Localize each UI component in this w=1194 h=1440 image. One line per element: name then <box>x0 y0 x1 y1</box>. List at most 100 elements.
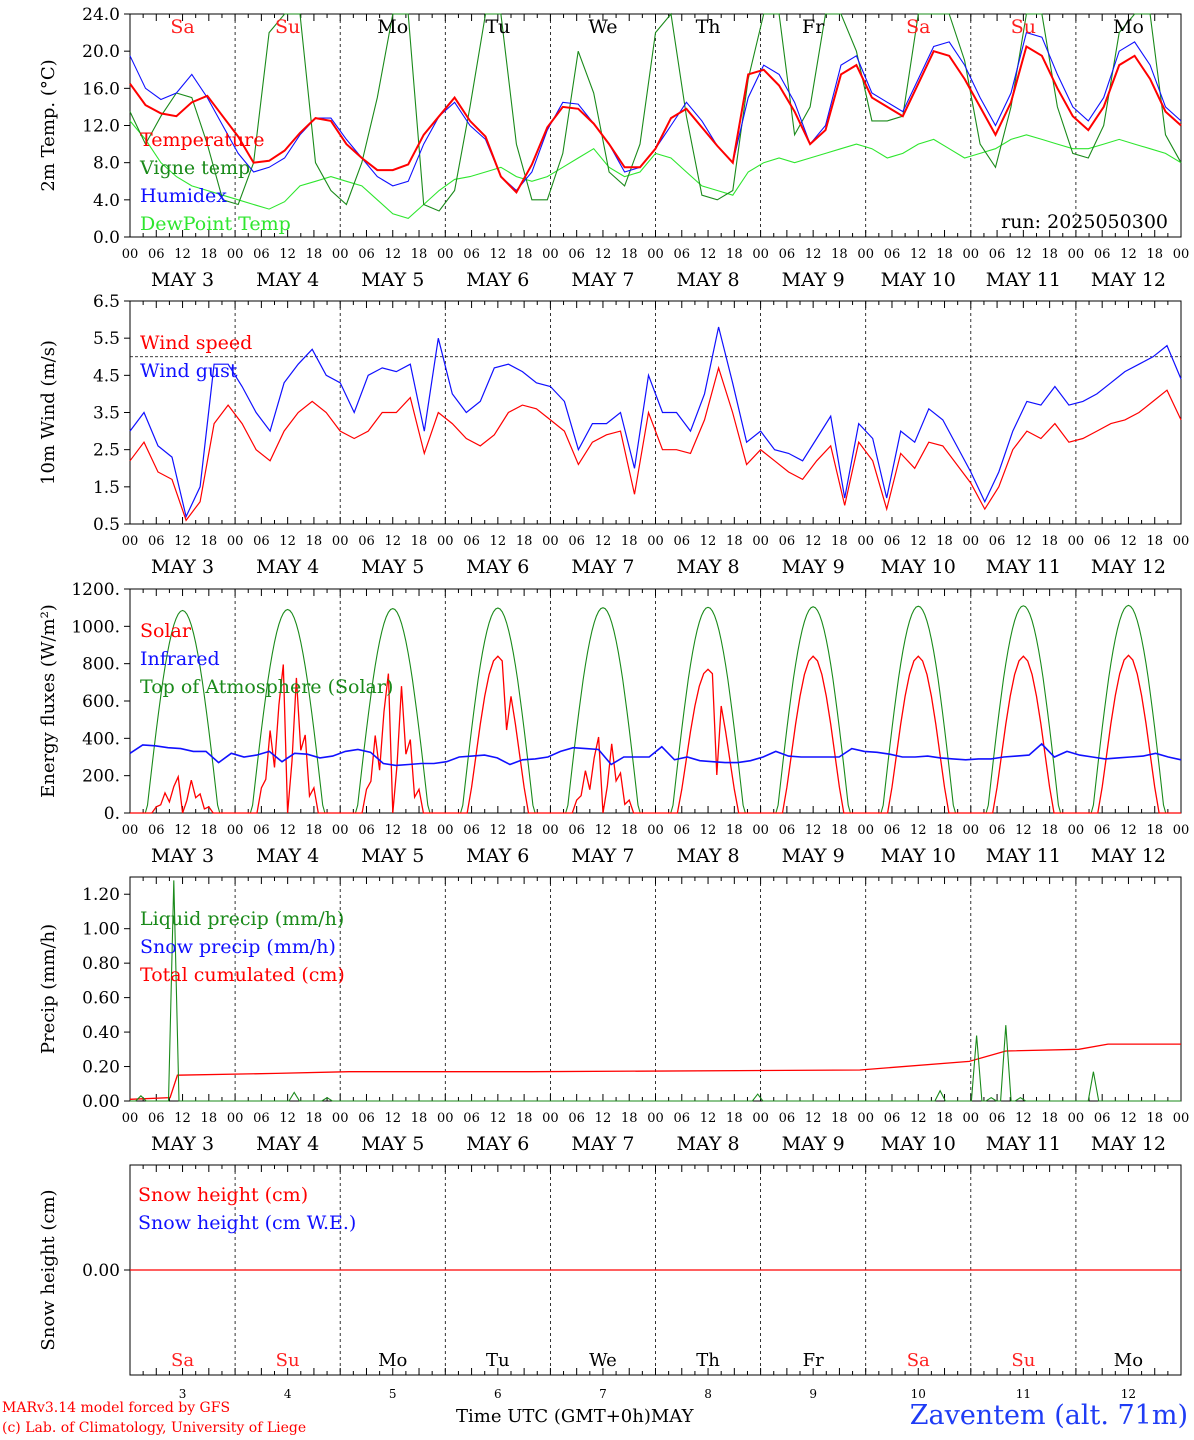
hour-tick-label: 00 <box>437 823 454 838</box>
hour-tick-label: 06 <box>989 1111 1006 1126</box>
hour-tick-label: 12 <box>1015 534 1032 549</box>
hour-tick-label: 00 <box>1173 1111 1190 1126</box>
date-label: MAY 9 <box>782 556 845 578</box>
hour-tick-label: 06 <box>148 823 165 838</box>
hour-tick-label: 12 <box>700 247 717 262</box>
day-number: 9 <box>809 1387 817 1401</box>
hour-tick-label: 00 <box>752 534 769 549</box>
legend-total-cumulated-cm: Total cumulated (cm) <box>140 964 345 986</box>
date-label: MAY 7 <box>571 556 634 578</box>
hour-tick-label: 12 <box>279 823 296 838</box>
hour-tick-label: 18 <box>936 534 953 549</box>
hour-tick-label: 18 <box>621 1111 638 1126</box>
hour-tick-label: 18 <box>201 534 218 549</box>
hour-tick-label: 18 <box>1041 823 1058 838</box>
hour-tick-label: 18 <box>516 534 533 549</box>
hour-tick-label: 00 <box>647 1111 664 1126</box>
hour-tick-label: 06 <box>253 1111 270 1126</box>
day-name-top: Sa <box>906 16 930 38</box>
hour-tick-label: 18 <box>726 247 743 262</box>
hour-tick-label: 12 <box>1120 823 1137 838</box>
hour-tick-label: 12 <box>490 1111 507 1126</box>
hour-tick-label: 12 <box>805 247 822 262</box>
panel-frame <box>129 588 1182 814</box>
hour-tick-label: 00 <box>437 247 454 262</box>
day-name-top: Su <box>275 16 300 38</box>
hour-tick-label: 18 <box>936 247 953 262</box>
date-label: MAY 8 <box>677 1133 740 1155</box>
station-name: Zaventem (alt. 71m) <box>909 1400 1188 1431</box>
date-label: MAY 3 <box>151 556 214 578</box>
date-label: MAY 4 <box>256 845 319 867</box>
hour-tick-label: 12 <box>595 823 612 838</box>
x-axis-title: Time UTC (GMT+0h)MAY <box>456 1406 694 1427</box>
hour-tick-label: 06 <box>674 1111 691 1126</box>
dewpoint-temp-line <box>129 120 1182 220</box>
hour-tick-label: 12 <box>910 247 927 262</box>
day-name-bottom: We <box>589 1350 617 1371</box>
hour-tick-label: 06 <box>1094 247 1111 262</box>
day-name-bottom: Fr <box>803 1350 824 1371</box>
y-axis: 0.5 1.5 2.5 3.5 4.5 5.5 6.5 <box>93 292 130 535</box>
hour-tick-label: 18 <box>201 823 218 838</box>
legend-top-of-atmosphere-solar-: Top of Atmosphere (Solar) <box>140 676 393 698</box>
day-name-top: Mo <box>1113 16 1144 38</box>
y-axis-label: Precip (mm/h) <box>38 924 59 1054</box>
hour-tick-label: 06 <box>884 1111 901 1126</box>
y-axis-label: Energy fluxes (W/m²) <box>38 604 59 798</box>
hour-tick-label: 18 <box>306 534 323 549</box>
hour-tick-label: 12 <box>174 247 191 262</box>
legend-infrared: Infrared <box>140 648 220 670</box>
total-cumulated-line <box>129 1043 1181 1100</box>
date-label: MAY 11 <box>986 269 1061 291</box>
hour-tick-label: 00 <box>332 534 349 549</box>
date-label: MAY 4 <box>256 556 319 578</box>
hour-tick-label: 18 <box>1146 823 1163 838</box>
hour-tick-label: 18 <box>411 534 428 549</box>
hour-tick-label: 06 <box>989 823 1006 838</box>
hour-tick-label: 12 <box>384 1111 401 1126</box>
hour-tick-label: 18 <box>1146 534 1163 549</box>
date-label: MAY 5 <box>361 269 424 291</box>
hour-tick-label: 18 <box>831 823 848 838</box>
hour-tick-label: 06 <box>148 534 165 549</box>
liquid-precip-line <box>130 880 1181 1102</box>
y-axis: 0.00 0.20 0.40 0.60 0.80 1.00 1.20 <box>82 885 130 1112</box>
hour-tick-label: 18 <box>831 1111 848 1126</box>
hour-tick-label: 18 <box>201 247 218 262</box>
hour-tick-labels: 00 06 12 18 MAY 3 00 06 12 18 MAY 4 00 06 12 18 MAY 5 0… <box>122 247 1190 291</box>
hour-tick-label: 12 <box>700 823 717 838</box>
y-axis-label: 10m Wind (m/s) <box>38 340 59 485</box>
hour-tick-label: 06 <box>358 247 375 262</box>
hour-tick-label: 12 <box>595 534 612 549</box>
day-number: 7 <box>599 1387 607 1401</box>
hour-tick-label: 06 <box>463 1111 480 1126</box>
day-number: 11 <box>1016 1387 1031 1401</box>
date-label: MAY 12 <box>1091 556 1166 578</box>
hour-tick-label: 06 <box>1094 534 1111 549</box>
date-label: MAY 4 <box>256 269 319 291</box>
wind-speed-line <box>129 365 1182 522</box>
hour-tick-label: 00 <box>963 247 980 262</box>
legend-humidex: Humidex <box>140 185 227 207</box>
hour-tick-label: 12 <box>174 1111 191 1126</box>
y-tick-label: 1.5 <box>93 478 120 498</box>
hour-tick-label: 00 <box>122 247 139 262</box>
date-label: MAY 6 <box>466 556 529 578</box>
legend-temperature: Temperature <box>140 129 264 151</box>
y-axis-label: 2m Temp. (°C) <box>38 59 59 191</box>
hour-tick-label: 06 <box>674 534 691 549</box>
legend-vigne-temp: Vigne temp <box>139 157 250 179</box>
hour-tick-label: 18 <box>936 1111 953 1126</box>
hour-tick-label: 06 <box>779 823 796 838</box>
hour-tick-label: 18 <box>411 1111 428 1126</box>
hour-tick-label: 06 <box>779 534 796 549</box>
hour-tick-label: 00 <box>647 247 664 262</box>
wind-gust-line <box>129 326 1182 519</box>
day-name-top: Th <box>696 16 721 38</box>
date-label: MAY 4 <box>256 1133 319 1155</box>
legend-liquid-precip-mm-h: Liquid precip (mm/h) <box>140 908 344 930</box>
hour-tick-label: 18 <box>516 823 533 838</box>
hour-tick-label: 00 <box>1173 823 1190 838</box>
